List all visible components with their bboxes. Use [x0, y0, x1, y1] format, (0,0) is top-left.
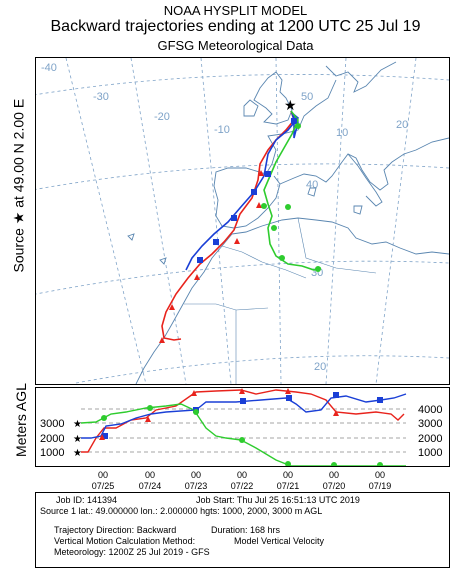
red-marker: [191, 390, 197, 396]
blue-marker: [213, 239, 219, 245]
star-icon: ★: [73, 419, 82, 430]
lon-label: 20: [396, 119, 408, 131]
blue-marker: [251, 189, 257, 195]
title-model: NOAA HYSPLIT MODEL: [163, 3, 308, 18]
blue-marker: [231, 215, 237, 221]
blue-marker: [102, 433, 108, 439]
height-gridlines: [81, 408, 406, 453]
vertical-motion-value: Model Vertical Velocity: [234, 536, 325, 546]
height-tick-right: 1000: [418, 447, 442, 459]
blue-marker: [197, 257, 203, 263]
height-tick-right: 3000: [418, 418, 442, 430]
green-marker: [147, 405, 153, 411]
green-marker: [271, 225, 277, 231]
date-tick: 00 07/24: [138, 470, 162, 491]
height-tick-left: 3000: [40, 418, 64, 430]
green-marker: [295, 123, 301, 129]
star-icon: ★: [73, 434, 82, 445]
height-right-axis: 4000 3000 2000 1000: [418, 404, 442, 459]
green-marker: [315, 266, 321, 272]
job-start: Job Start: Thu Jul 25 16:51:13 UTC 2019: [196, 495, 360, 505]
height-blue-line: [81, 393, 407, 439]
green-marker: [193, 409, 199, 415]
green-marker: [261, 203, 267, 209]
coastlines: [127, 61, 450, 385]
lat-label: 40: [306, 179, 318, 191]
red-marker: [169, 304, 175, 310]
trajectory-map: -40 -30 -20 -10 10 20 50 40 30 20: [15, 57, 450, 385]
lat-label: 20: [314, 361, 326, 373]
green-marker: [285, 461, 291, 467]
date-tick: 00 07/20: [322, 470, 346, 491]
green-marker: [279, 255, 285, 261]
map-panel: -40 -30 -20 -10 10 20 50 40 30 20: [15, 57, 450, 385]
green-marker: [239, 437, 245, 443]
source-location-label: Source ★ at 49.00 N 2.00 E: [10, 98, 27, 273]
blue-marker: [291, 118, 297, 124]
height-panel: 3000 2000 1000 ★ ★ ★ 4000 3000 2000 1000: [35, 387, 450, 468]
date-tick: 00 07/23: [184, 470, 208, 491]
height-tick-right: 4000: [418, 404, 442, 416]
duration: Duration: 168 hrs: [211, 525, 281, 535]
source-info: Source 1 lat.: 49.000000 lon.: 2.000000 …: [40, 506, 323, 516]
green-marker: [285, 204, 291, 210]
height-tick-right: 2000: [418, 433, 442, 445]
star-icon: ★: [73, 448, 82, 459]
red-marker: [145, 416, 151, 422]
lon-label: -30: [93, 91, 109, 103]
blue-marker: [333, 392, 339, 398]
grid-labels: -40 -30 -20 -10 10 20 50 40 30 20: [41, 62, 408, 373]
date-tick: 00 07/25: [91, 470, 115, 491]
green-marker: [101, 415, 107, 421]
blue-marker: [265, 171, 271, 177]
height-tick-left: 2000: [40, 433, 64, 445]
red-marker: [256, 202, 262, 208]
source-star-icon: ★: [284, 97, 297, 113]
red-marker: [194, 274, 200, 280]
trajectory-paths: [161, 110, 322, 341]
height-left-axis: 3000 2000 1000 ★ ★ ★: [40, 418, 82, 459]
date-tick: 00 07/22: [230, 470, 254, 491]
blue-marker: [377, 397, 383, 403]
red-marker: [333, 410, 339, 416]
trajectory-blue-line: [185, 110, 300, 271]
red-marker: [258, 170, 264, 176]
lon-label: -10: [214, 124, 230, 136]
meters-agl-label: Meters AGL: [13, 383, 29, 457]
meteorology: Meteorology: 1200Z 25 Jul 2019 - GFS: [54, 547, 210, 557]
title-main: Backward trajectories ending at 1200 UTC…: [50, 18, 421, 35]
job-id: Job ID: 141394: [56, 495, 118, 505]
title-met-data: GFSG Meteorological Data: [157, 38, 314, 53]
height-markers: [99, 388, 383, 468]
trajectory-direction: Trajectory Direction: Backward: [54, 525, 177, 535]
red-marker: [234, 238, 240, 244]
trajectory-green-line: [263, 110, 322, 271]
height-profile-chart: 3000 2000 1000 ★ ★ ★ 4000 3000 2000 1000: [40, 388, 442, 468]
blue-marker: [240, 398, 246, 404]
lon-label: 10: [336, 127, 348, 139]
date-tick: 00 07/19: [368, 470, 392, 491]
graticule: [15, 57, 450, 385]
red-marker: [99, 434, 105, 440]
blue-marker: [286, 395, 292, 401]
red-marker: [159, 337, 165, 343]
lon-label: -20: [154, 111, 170, 123]
date-tick: 00 07/21: [276, 470, 300, 491]
red-marker: [285, 388, 291, 394]
lat-label: 50: [301, 91, 313, 103]
green-marker: [331, 462, 337, 468]
lon-label: -40: [41, 62, 57, 74]
vertical-motion-method: Vertical Motion Calculation Method:: [54, 536, 196, 546]
green-marker: [377, 462, 383, 468]
red-marker: [239, 388, 245, 394]
height-tick-left: 1000: [40, 447, 64, 459]
trajectory-markers: [159, 118, 321, 343]
info-box: Job ID: 141394 Job Start: Thu Jul 25 16:…: [35, 492, 450, 568]
